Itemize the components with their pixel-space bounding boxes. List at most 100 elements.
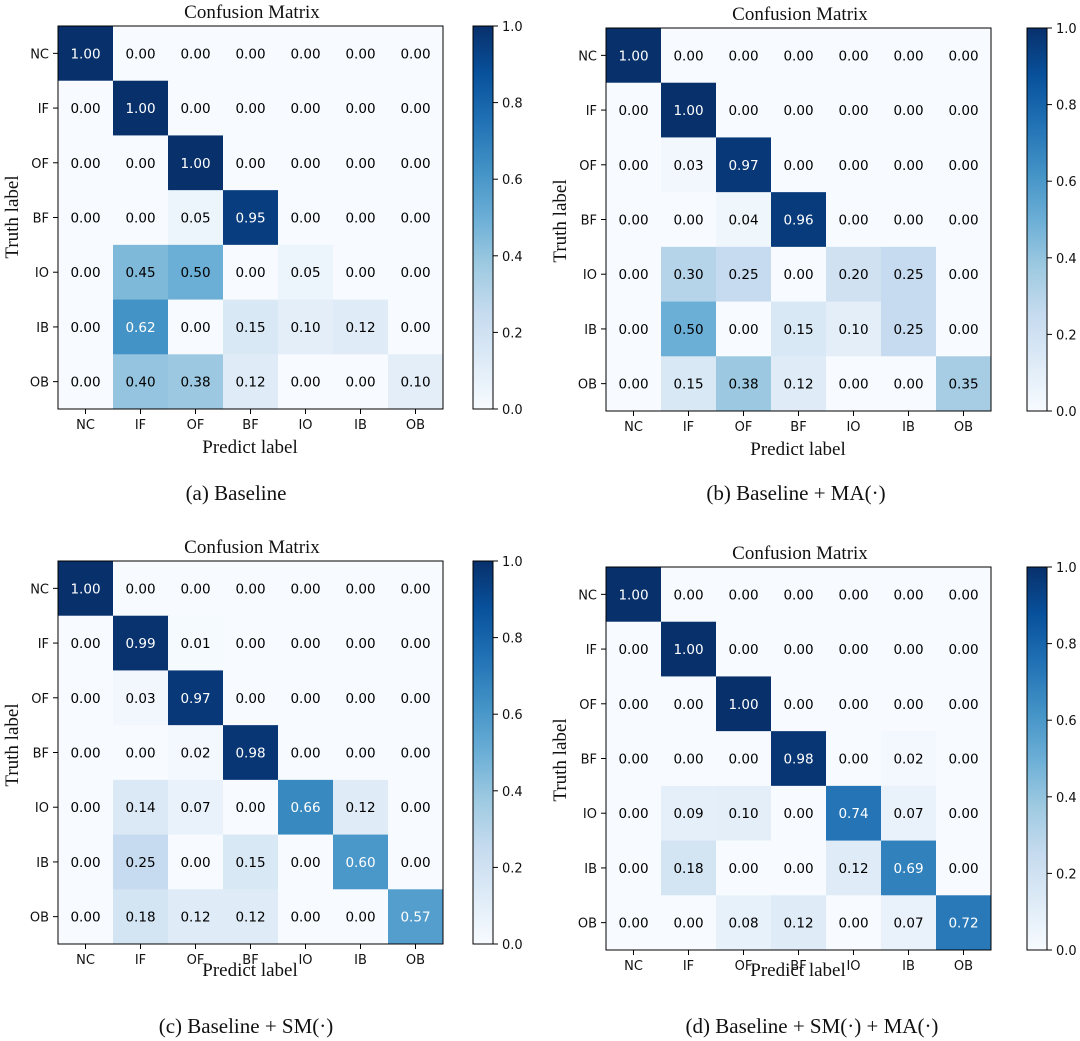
cell-value-label: 0.12 [345, 800, 375, 816]
heatmap-cell [278, 779, 334, 836]
cell-value-label: 0.00 [345, 910, 375, 926]
cell-value-label: 0.00 [70, 636, 100, 652]
heatmap-cell [881, 621, 937, 677]
heatmap-cell [333, 190, 389, 246]
axis-ticks: NC IF OF BF IO IB OB NC IF OF BF IO IB OB [30, 582, 425, 968]
cell-value-label: 0.57 [400, 910, 430, 926]
cell-value-label: 0.00 [180, 46, 210, 62]
heatmap-cell [826, 82, 882, 138]
heatmap-cell [113, 354, 169, 410]
cell-value-label: 0.00 [345, 375, 375, 391]
x-tick-label: IF [135, 418, 146, 433]
cell-value-label: 0.00 [290, 910, 320, 926]
y-tick-label: IB [584, 862, 597, 877]
y-axis-label: Truth label [550, 179, 571, 262]
colorbar-tick-label: 0.4 [1056, 791, 1077, 806]
cell-value-label: 0.97 [728, 158, 758, 174]
heatmap-cell [278, 354, 334, 410]
cell-value-label: 0.00 [948, 48, 978, 64]
heatmap-cell [278, 80, 334, 136]
heatmap-cell [223, 561, 279, 617]
heatmap-cell [826, 731, 882, 787]
heatmap-cell [113, 779, 169, 836]
heatmap-cell [333, 615, 389, 671]
heatmap-cell [333, 26, 389, 82]
cell-value-label: 0.00 [673, 916, 703, 932]
cell-value-label: 0.00 [345, 101, 375, 117]
heatmap-cell [333, 725, 389, 781]
cell-value-label: 0.00 [180, 101, 210, 117]
heatmap-cell [771, 840, 827, 896]
y-tick-label: BF [33, 747, 49, 762]
colorbar-tick-label: 0.2 [502, 326, 523, 341]
heatmap-cell [771, 301, 827, 357]
colorbar-tick-label: 0.6 [1056, 175, 1077, 190]
heatmap-cell [388, 615, 444, 671]
cell-value-label: 0.00 [70, 746, 100, 762]
cell-value-label: 0.00 [235, 156, 265, 172]
cell-value-label: 0.09 [673, 806, 703, 822]
cell-value-label: 0.00 [673, 48, 703, 64]
cell-value-label: 0.00 [838, 916, 868, 932]
cell-value-label: 0.00 [618, 377, 648, 393]
cell-value-label: 0.40 [125, 375, 155, 391]
colorbar-tick-label: 0.6 [1056, 714, 1077, 729]
heatmap-cell [936, 356, 992, 412]
cell-value-label: 0.00 [893, 697, 923, 713]
heatmap-cell [826, 28, 882, 84]
heatmap-cell [936, 246, 992, 303]
colorbar [1026, 27, 1048, 412]
heatmap-cell [223, 80, 279, 136]
cell-value-label: 0.15 [783, 322, 813, 338]
x-tick-label: OB [406, 953, 425, 968]
cell-value-label: 0.00 [400, 320, 430, 336]
y-tick-label: IB [36, 856, 49, 871]
cell-value-label: 0.00 [618, 158, 648, 174]
heatmap-cell [333, 561, 389, 617]
cell-value-label: 0.00 [893, 642, 923, 658]
cell-value-label: 0.00 [400, 855, 430, 871]
colorbar-tick-label: 0.8 [1056, 99, 1077, 114]
heatmap-cell [881, 301, 937, 357]
cell-value-label: 0.00 [728, 752, 758, 768]
cell-value-label: 0.00 [290, 855, 320, 871]
y-tick-label: OF [31, 692, 49, 707]
heatmap-cell [936, 731, 992, 787]
y-tick-label: BF [581, 214, 597, 229]
cell-value-label: 0.10 [400, 375, 430, 391]
cell-value-label: 0.00 [125, 581, 155, 597]
heatmap-cell [58, 244, 114, 301]
colorbar-ticks: 0.0 0.2 0.4 0.6 0.8 1.0 [1047, 561, 1077, 959]
heatmap-cell [388, 135, 444, 191]
cell-value-label: 0.95 [235, 211, 265, 227]
cell-value-label: 0.25 [125, 855, 155, 871]
heatmap-cells: 1.00 0.00 0.00 0.00 0.00 0.00 0.00 0.00 1.00 0.00… [58, 26, 444, 410]
cell-value-label: 0.00 [783, 158, 813, 174]
cell-value-label: 0.00 [618, 861, 648, 877]
cell-value-label: 0.00 [728, 103, 758, 119]
cell-value-label: 0.10 [838, 322, 868, 338]
heatmap-cell [606, 621, 662, 677]
y-tick-label: IF [586, 643, 597, 658]
heatmap-cell [716, 731, 772, 787]
heatmap-cell [223, 834, 279, 890]
heatmap-cell [881, 28, 937, 84]
cell-value-label: 0.00 [728, 48, 758, 64]
panel-caption: (c) Baseline + SM(·) [159, 1014, 334, 1038]
cell-value-label: 0.00 [618, 806, 648, 822]
heatmap-cell [168, 26, 224, 82]
heatmap-cell [716, 82, 772, 138]
cell-value-label: 0.00 [235, 581, 265, 597]
cell-value-label: 0.04 [728, 213, 758, 229]
heatmap-cells: 1.00 0.00 0.00 0.00 0.00 0.00 0.00 0.00 0.99 0.01… [58, 561, 444, 945]
y-tick-label: OB [578, 917, 597, 932]
heatmap-cell [881, 137, 937, 193]
cell-value-label: 0.25 [893, 322, 923, 338]
heatmap-cell [113, 190, 169, 246]
heatmap-cell [881, 895, 937, 951]
cell-value-label: 0.00 [838, 587, 868, 603]
heatmap-cell [168, 725, 224, 781]
cell-value-label: 0.05 [180, 211, 210, 227]
cell-value-label: 0.66 [290, 800, 320, 816]
cell-value-label: 0.00 [400, 581, 430, 597]
